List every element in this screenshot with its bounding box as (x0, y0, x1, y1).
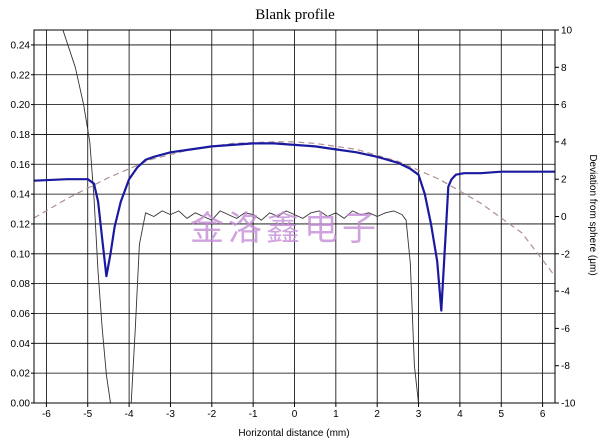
y2-tick-label: 2 (561, 175, 567, 186)
y2-tick-label: -2 (561, 249, 570, 260)
x-tick-label: -1 (249, 409, 258, 420)
x-tick-label: 1 (333, 409, 339, 420)
x-tick-label: 3 (416, 409, 422, 420)
chart-title: Blank profile (255, 7, 335, 23)
y-tick-label: 0.00 (11, 399, 31, 410)
y-tick-label: 0.24 (11, 40, 31, 51)
y-tick-label: 0.04 (11, 339, 31, 350)
y-tick-label: 0.12 (11, 219, 31, 230)
y2-tick-label: 0 (561, 212, 567, 223)
x-axis-label: Horizontal distance (mm) (238, 428, 349, 439)
y2-tick-label: -8 (561, 361, 570, 372)
y2-tick-label: -4 (561, 287, 570, 298)
x-tick-label: 0 (292, 409, 298, 420)
ticks-layer: -6 -5 -4 -3 -2 -1 0 1 2 3 4 5 60.000.020.040.060.080… (11, 26, 576, 421)
y-tick-label: 0.02 (11, 369, 31, 380)
x-tick-label: 6 (540, 409, 546, 420)
y2-axis-label: Deviation from sphere (μm) (587, 154, 598, 275)
x-tick-label: -4 (125, 409, 134, 420)
x-tick-label: 5 (498, 409, 504, 420)
series-layer (34, 30, 555, 403)
y-tick-label: 0.08 (11, 279, 31, 290)
y-tick-label: 0.22 (11, 70, 31, 81)
deviation-series-line (62, 30, 419, 403)
profile-series-line (34, 142, 555, 312)
y-tick-label: 0.16 (11, 160, 31, 171)
y-tick-label: 0.14 (11, 190, 31, 201)
y-tick-label: 0.06 (11, 309, 31, 320)
x-tick-label: -2 (207, 409, 216, 420)
watermark-text: 金洛鑫电子 (190, 209, 380, 249)
x-tick-label: -5 (83, 409, 92, 420)
y2-tick-label: 8 (561, 63, 567, 74)
x-tick-label: -6 (42, 409, 51, 420)
y-tick-label: 0.10 (11, 249, 31, 260)
y-tick-label: 0.20 (11, 100, 31, 111)
x-tick-label: -3 (166, 409, 175, 420)
x-tick-label: 2 (374, 409, 380, 420)
y2-tick-label: 10 (561, 26, 573, 37)
x-tick-label: 4 (457, 409, 463, 420)
y2-tick-label: 6 (561, 100, 567, 111)
y2-tick-label: 4 (561, 137, 567, 148)
y2-tick-label: -6 (561, 324, 570, 335)
y2-tick-label: -10 (561, 399, 576, 410)
y-tick-label: 0.18 (11, 130, 31, 141)
